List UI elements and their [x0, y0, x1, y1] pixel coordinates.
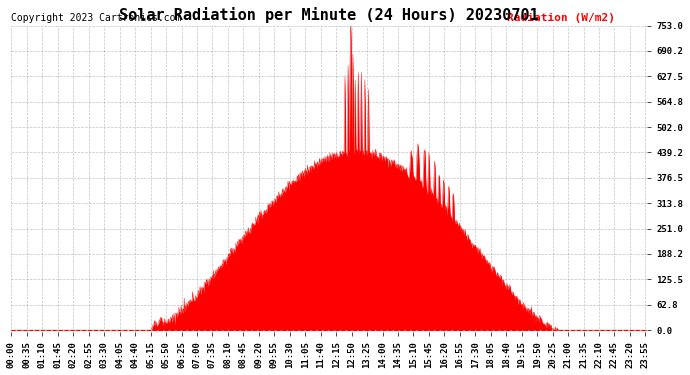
Title: Solar Radiation per Minute (24 Hours) 20230701: Solar Radiation per Minute (24 Hours) 20…	[119, 7, 539, 23]
Text: Radiation (W/m2): Radiation (W/m2)	[507, 13, 615, 23]
Text: Copyright 2023 Cartronics.com: Copyright 2023 Cartronics.com	[12, 13, 182, 23]
